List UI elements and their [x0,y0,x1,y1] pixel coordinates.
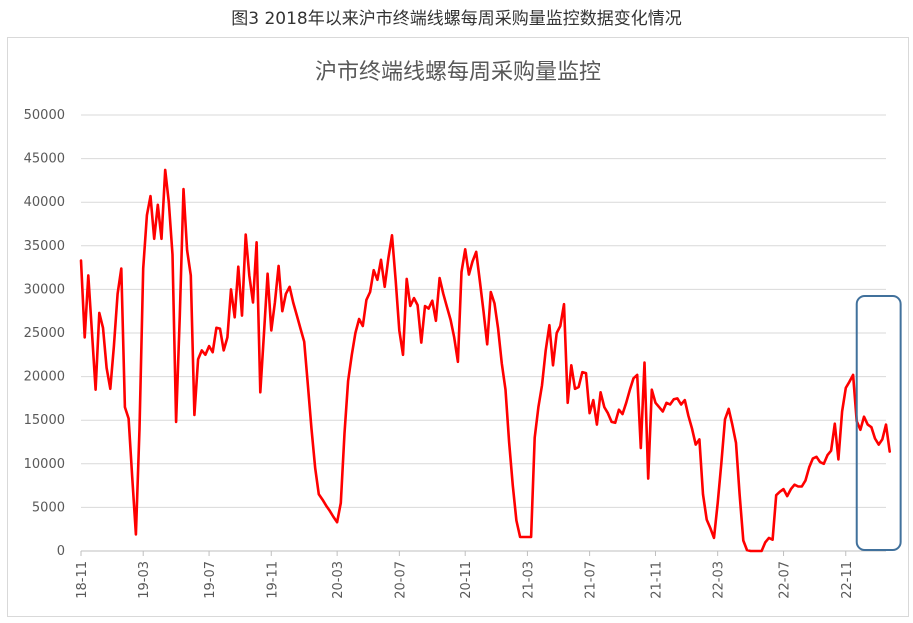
x-tick-label: 18-11 [75,561,90,599]
x-tick-label: 20-03 [331,561,346,599]
y-tick-label: 40000 [24,195,65,210]
y-tick-label: 15000 [24,413,65,428]
x-tick-label: 19-07 [203,561,218,599]
series-line [79,168,892,553]
y-tick-label: 35000 [24,239,65,254]
x-tick-label: 22-07 [778,561,793,599]
y-tick-label: 30000 [24,282,65,297]
y-axis-ticks: 0 5000 10000 15000 20000 25000 30000 35000 40000… [24,108,65,559]
x-tick-label: 21-07 [584,561,599,599]
gridlines [81,114,886,552]
y-tick-label: 45000 [24,152,65,167]
x-tick-label: 19-11 [265,561,280,599]
highlight-layer [855,295,902,551]
x-tick-label: 21-11 [649,561,664,599]
x-axis-ticks: 18-11 19-03 19-07 19-11 20-03 20-07 20-11 21-03… [75,551,855,599]
line-chart: 沪市终端线螺每周采购量监控 0 5000 10000 15000 20000 25000 3… [24,60,902,599]
figure-caption: 图3 2018年以来沪市终端线螺每周采购量监控数据变化情况 [231,9,682,29]
y-tick-label: 50000 [24,108,65,123]
series-layer [79,168,892,553]
x-tick-label: 20-07 [393,561,408,599]
x-tick-label: 21-03 [521,561,536,599]
x-tick-label: 22-11 [840,561,855,599]
y-tick-label: 5000 [32,500,65,515]
chart-frame: 沪市终端线螺每周采购量监控 0 5000 10000 15000 20000 25000 3… [7,37,909,617]
x-tick-label: 22-03 [712,561,727,599]
y-tick-label: 0 [57,544,65,559]
y-tick-label: 25000 [24,326,65,341]
chart-title: 沪市终端线螺每周采购量监控 [315,60,601,85]
x-tick-label: 20-11 [459,561,474,599]
x-tick-label: 19-03 [137,561,152,599]
highlight-box [855,295,902,551]
y-tick-label: 20000 [24,370,65,385]
y-tick-label: 10000 [24,457,65,472]
